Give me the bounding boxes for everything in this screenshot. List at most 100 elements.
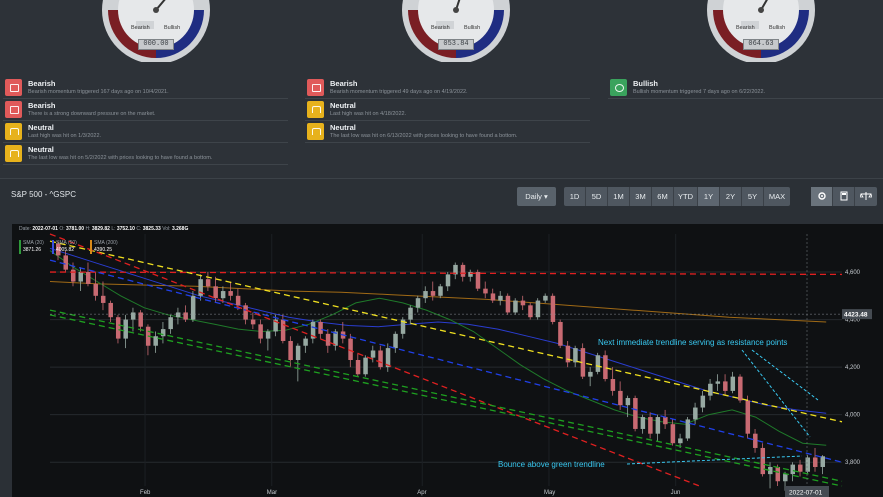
signal-description: The last low was hit on 6/13/2022 with p… — [330, 133, 518, 139]
candle-body — [220, 291, 226, 299]
candle-body — [528, 305, 533, 318]
y-tick-label: 4,400 — [845, 318, 861, 324]
candle-body — [123, 319, 128, 339]
candle-body — [738, 376, 743, 401]
signal-row: Neutral Last high was hit on 4/18/2022. — [305, 99, 590, 121]
candle-body — [348, 338, 353, 360]
price-chart[interactable]: 4,600 4,400 4,200 4,000 3,800 Feb Mar Apr May Jun… — [12, 224, 883, 497]
gauge-value: 053.84 — [438, 39, 474, 50]
message-icon — [307, 79, 324, 96]
gauge-face — [118, 0, 194, 48]
candle-body — [355, 360, 361, 375]
signal-title: Bearish — [28, 101, 56, 110]
x-tick-label: Feb — [140, 490, 151, 496]
signal-description: Bullish momentum triggered 7 days ago on… — [633, 89, 766, 95]
signal-description: The last low was hit on 5/2/2022 with pr… — [28, 155, 213, 161]
settings-button[interactable] — [811, 187, 833, 206]
gauge-face — [418, 0, 494, 48]
candle-body — [708, 383, 713, 396]
settings-icon — [817, 192, 826, 200]
calculator-button[interactable] — [833, 187, 855, 206]
thumb-icon — [307, 123, 324, 140]
candle-body — [775, 466, 781, 482]
candle-body — [228, 291, 233, 296]
range-3m[interactable]: 3M — [630, 187, 652, 206]
gauge-face — [723, 0, 799, 48]
message-icon — [5, 101, 22, 118]
y-tick-label: 4,200 — [845, 365, 861, 371]
x-tick-label: Jun — [671, 490, 681, 496]
sma20-label: SMA (20) — [23, 240, 44, 246]
candle-body — [753, 433, 758, 448]
thumb-icon — [5, 145, 22, 162]
range-1y[interactable]: 1Y — [698, 187, 720, 206]
signal-row: Bearish There is a strong downward pressu… — [3, 99, 288, 121]
range-1m[interactable]: 1M — [608, 187, 630, 206]
candle-body — [183, 312, 188, 320]
signal-title: Neutral — [330, 101, 356, 110]
candle-body — [505, 295, 511, 313]
candle-body — [670, 424, 676, 444]
signal-title: Neutral — [330, 123, 356, 132]
close-value: 3825.33 — [142, 226, 161, 232]
sma20-legend: SMA (20) 3871.26 — [19, 240, 44, 254]
signal-row: Neutral The last low was hit on 6/13/2022… — [305, 121, 590, 143]
gauge-value: 000.00 — [138, 39, 174, 50]
candle-body — [333, 331, 338, 346]
signal-list-1: Bearish Bearish momentum triggered 167 da… — [3, 77, 288, 165]
x-tick-label: Mar — [267, 490, 277, 496]
candle-body — [565, 345, 571, 363]
candle-body — [198, 279, 203, 296]
range-5y[interactable]: 5Y — [742, 187, 764, 206]
candle-body — [175, 312, 181, 318]
gauge-bearish-label: Bearish — [736, 25, 755, 31]
interval-dropdown[interactable]: Daily ▾ — [517, 187, 556, 206]
candle-body — [56, 243, 61, 256]
x-tick-label: Apr — [417, 490, 426, 496]
vol-value: 3.268G — [171, 226, 189, 232]
sma-line — [49, 281, 827, 323]
range-1d[interactable]: 1D — [564, 187, 586, 206]
trendline-green — [49, 314, 843, 487]
candle-body — [438, 286, 443, 296]
candle-body — [468, 272, 473, 277]
candle-body — [535, 300, 541, 318]
candle-body — [633, 398, 638, 429]
range-max[interactable]: MAX — [764, 187, 790, 206]
balance-scale-button[interactable] — [855, 187, 877, 206]
range-ytd[interactable]: YTD — [674, 187, 698, 206]
candle-body — [655, 417, 661, 434]
y-tick-label: 4,000 — [845, 413, 861, 419]
gauge-bearish-label: Bearish — [131, 25, 150, 31]
sma200-label: SMA (200) — [94, 240, 118, 246]
candle-body — [475, 272, 481, 289]
price-chart-canvas[interactable]: 4,600 4,400 4,200 4,000 3,800 Feb Mar Apr May Jun… — [12, 224, 883, 497]
candle-body — [423, 291, 428, 299]
gauge-icon — [610, 79, 627, 96]
gauge-2: Bearish Bullish 053.84 — [398, 0, 514, 62]
low-label: L: — [111, 226, 116, 232]
candle-body — [453, 264, 458, 275]
candle-body — [430, 291, 436, 296]
signal-description: Bearish momentum triggered 49 days ago o… — [330, 89, 468, 95]
candle-body — [648, 417, 653, 434]
candle-body — [408, 307, 413, 320]
y-tick-label: 4,600 — [845, 270, 861, 276]
range-6m[interactable]: 6M — [652, 187, 674, 206]
annotation-arrow — [741, 349, 811, 438]
candle-body — [400, 319, 406, 334]
range-2y[interactable]: 2Y — [720, 187, 742, 206]
range-5d[interactable]: 5D — [586, 187, 608, 206]
candle-body — [205, 279, 211, 287]
candle-body — [190, 295, 196, 320]
candle-body — [63, 255, 68, 270]
signal-title: Neutral — [28, 145, 54, 154]
candle-body — [580, 348, 586, 377]
candle-body — [685, 419, 691, 439]
gauge-hub — [758, 7, 764, 13]
candle-body — [378, 350, 383, 368]
gauge-bullish-label: Bullish — [164, 25, 180, 31]
candle-body — [618, 390, 623, 406]
candle-body — [168, 317, 173, 330]
candle-body — [213, 286, 218, 299]
